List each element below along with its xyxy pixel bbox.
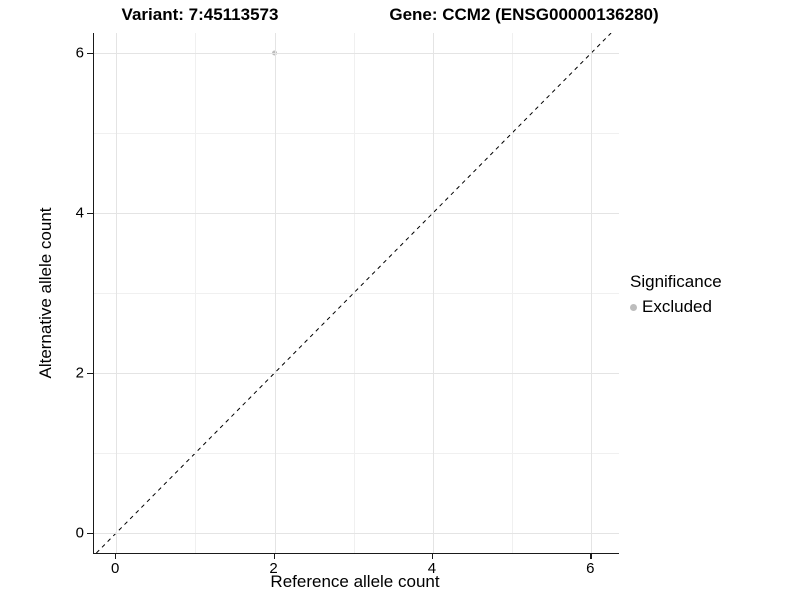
y-tick-mark [87,53,93,55]
x-tick-label: 0 [111,560,120,577]
y-tick-label: 6 [75,44,84,62]
legend-title: Significance [630,272,722,291]
gridline-y-major [94,213,619,214]
legend-entry-label: Excluded [642,297,712,316]
x-tick-mark [115,553,117,559]
gridline-y-minor [94,133,619,134]
y-tick-label: 2 [75,364,84,382]
plot-title-gene: Gene: CCM2 (ENSG00000136280) [389,5,659,24]
gridline-y-major [94,533,619,534]
gridline-y-major [94,373,619,374]
identity-line [96,33,612,553]
plot-title-variant: Variant: 7:45113573 [121,5,279,24]
legend: Significance Excluded [630,272,722,317]
x-tick-mark [273,553,275,559]
y-tick-label: 0 [75,524,84,542]
x-axis-label: Reference allele count [270,572,440,591]
legend-entry-excluded: Excluded [630,297,722,317]
y-tick-mark [87,213,93,215]
x-tick-mark [431,553,434,559]
gridline-x-major [591,33,593,553]
y-tick-mark [87,373,93,375]
gridline-x-major [432,33,434,553]
x-tick-label: 4 [427,560,437,577]
legend-dot-icon [630,303,637,311]
y-tick-label: 4 [75,204,84,222]
gridline-y-minor [94,453,619,454]
plot-panel [93,33,619,554]
x-tick-mark [590,553,592,559]
gridline-x-major [116,33,118,553]
y-axis-label: Alternative allele count [36,207,55,379]
x-tick-label: 2 [269,560,278,577]
y-tick-mark [87,533,93,535]
x-tick-label: 6 [586,560,595,577]
gridline-y-minor [94,293,619,294]
gridline-x-major [274,33,276,553]
gridline-y-major [94,53,619,54]
